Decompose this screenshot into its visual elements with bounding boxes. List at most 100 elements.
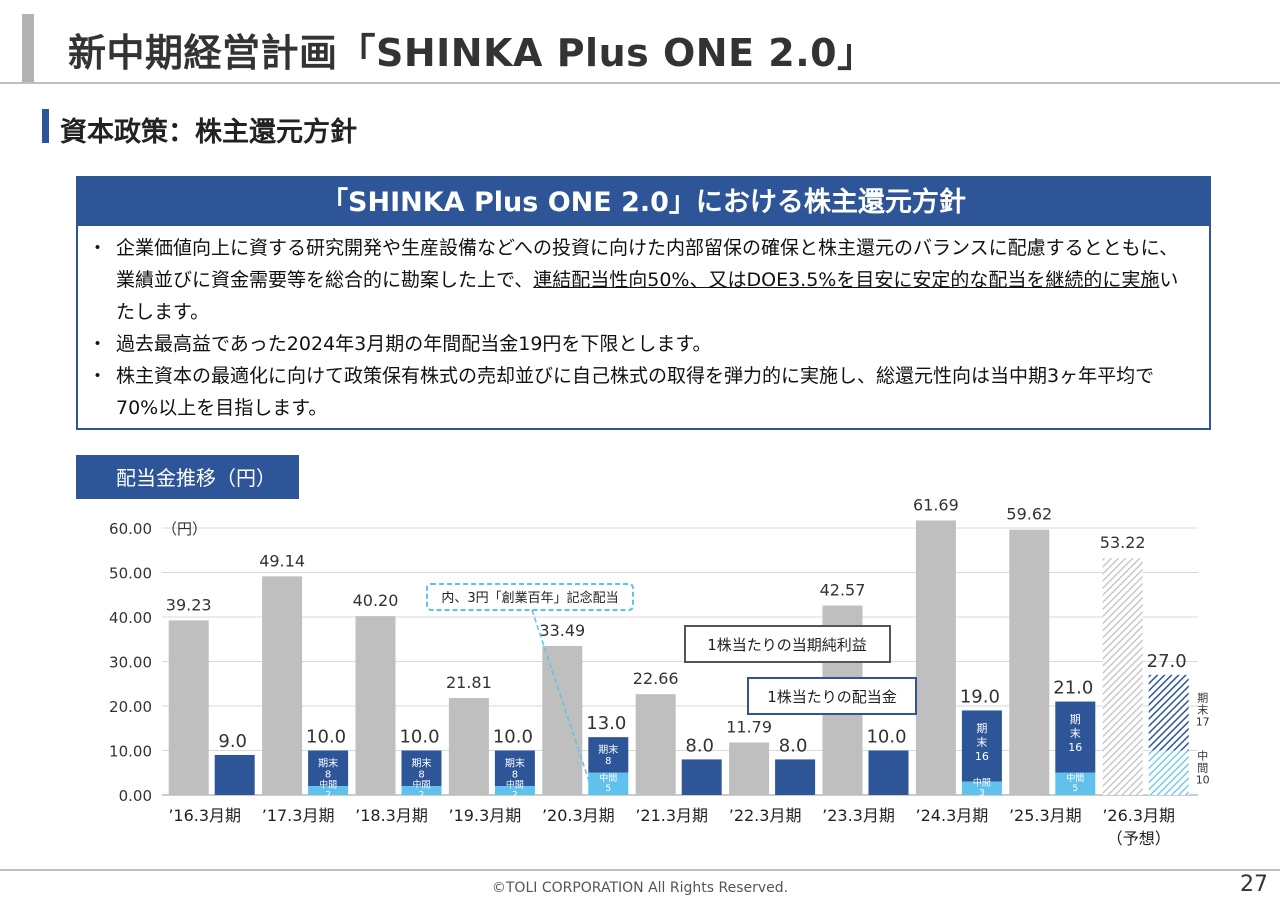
footer-divider	[0, 869, 1280, 871]
dps-yearend-label-8-line-2: 16	[975, 750, 989, 763]
dps-label-4: 13.0	[586, 713, 626, 734]
dps-interim-label-3-line-0: 中間	[506, 779, 524, 791]
forecast-yearend-label-line-2: 17	[1196, 716, 1210, 729]
x-tick-4: ’20.3月期	[542, 806, 615, 825]
eps-label-9: 59.62	[1006, 505, 1052, 524]
dps-callout-box	[747, 677, 917, 715]
commemorative-callout-box	[426, 583, 634, 611]
y-tick-3: 30.00	[109, 654, 152, 672]
policy-box: 「SHINKA Plus ONE 2.0」における株主還元方針 企業価値向上に資…	[76, 176, 1211, 430]
x-tick-3: ’19.3月期	[449, 806, 522, 825]
copyright: ©TOLI CORPORATION All Rights Reserved.	[491, 880, 789, 896]
dps-yearend-label-3-line-0: 期末	[505, 756, 525, 769]
dps-yearend-label-2-line-1: 8	[418, 769, 424, 780]
dps-yearend-label-3-line-1: 8	[512, 769, 518, 780]
dps-yearend-bar-4	[588, 737, 629, 773]
eps-label-7: 42.57	[820, 581, 866, 600]
dps-yearend-label-9-line-2: 16	[1068, 741, 1082, 754]
dps-interim-label-3-line-1: 2	[512, 791, 518, 801]
chart-bars	[168, 520, 1189, 795]
dps-bar-5	[681, 759, 722, 795]
forecast-interim-label-line-1: 間	[1197, 761, 1208, 774]
x-tick-9: ’25.3月期	[1009, 806, 1082, 825]
eps-label-0: 39.23	[166, 595, 212, 614]
forecast-interim-label-line-0: 中	[1197, 749, 1208, 762]
chart-tab-label: 配当金推移（円）	[76, 455, 299, 499]
dps-yearend-label-8-line-0: 期	[976, 722, 987, 735]
eps-bar-0	[168, 620, 209, 795]
dps-interim-label-4-line-0: 中間	[599, 772, 617, 784]
forecast-yearend-label-line-1: 末	[1197, 703, 1208, 717]
title-divider	[0, 82, 1280, 84]
eps-label-1: 49.14	[259, 551, 305, 570]
commemorative-callout-label: 内、3円「創業百年」記念配当	[441, 590, 618, 606]
dps-label-3: 10.0	[493, 727, 533, 748]
policy-bullet-2: 過去最高益であった2024年3月期の年間配当金19円を下限とします。	[88, 328, 1195, 360]
forecast-interim-label-line-2: 10	[1196, 773, 1210, 786]
eps-label-4: 33.49	[539, 621, 585, 640]
dps-yearend-label-9-line-1: 末	[1070, 726, 1081, 740]
eps-bar-8	[915, 520, 956, 795]
dps-interim-label-2-line-1: 2	[419, 791, 425, 801]
dps-yearend-bar-10	[1148, 674, 1189, 751]
eps-bar-6	[729, 742, 770, 795]
dps-interim-label-1-line-1: 2	[325, 791, 331, 801]
dps-interim-label-9-line-1: 5	[1072, 784, 1078, 794]
eps-bar-9	[1009, 529, 1050, 795]
y-tick-5: 50.00	[109, 565, 152, 583]
eps-bar-10	[1102, 558, 1143, 795]
dps-interim-label-8-line-0: 中間	[973, 776, 991, 788]
y-unit-label: （円）	[162, 520, 207, 538]
dps-interim-bar-4	[588, 772, 629, 795]
forecast-note: （予想）	[1107, 829, 1171, 848]
dps-bar-0	[214, 754, 255, 795]
x-tick-10: ’26.3月期	[1102, 806, 1175, 825]
dps-label-6: 8.0	[779, 735, 808, 756]
policy-bullet-1-end: いたします。	[116, 269, 1179, 323]
x-tick-0: ’16.3月期	[168, 806, 241, 825]
eps-bar-3	[448, 697, 489, 795]
dps-interim-label-1-line-0: 中間	[319, 779, 337, 791]
eps-bar-5	[635, 694, 676, 795]
dps-yearend-bar-2	[401, 750, 442, 787]
dps-label-7: 10.0	[866, 727, 906, 748]
policy-list: 企業価値向上に資する研究開発や生産設備などへの投資に向けた内部留保の確保と株主還…	[78, 226, 1209, 424]
dps-label-8: 19.0	[960, 686, 1000, 707]
dps-label-9: 21.0	[1053, 678, 1093, 699]
dps-label-5: 8.0	[685, 735, 714, 756]
y-tick-6: 60.00	[109, 520, 152, 538]
dps-interim-label-4-line-1: 5	[605, 784, 611, 794]
x-tick-5: ’21.3月期	[635, 806, 708, 825]
section-accent-bar	[42, 109, 49, 143]
dps-interim-label-8-line-1: 3	[979, 788, 985, 798]
dps-yearend-label-1-line-0: 期末	[318, 756, 338, 769]
title-accent-bar	[22, 14, 34, 82]
dps-yearend-label-8-line-1: 末	[976, 735, 987, 749]
section-title: 資本政策：株主還元方針	[60, 117, 357, 148]
eps-label-6: 11.79	[726, 718, 772, 737]
dps-interim-bar-3	[494, 786, 535, 795]
dps-yearend-label-2-line-0: 期末	[412, 756, 432, 769]
dps-interim-label-2-line-0: 中間	[412, 779, 430, 791]
x-tick-7: ’23.3月期	[822, 806, 895, 825]
dps-yearend-bar-9	[1055, 701, 1096, 773]
dps-interim-bar-8	[961, 781, 1002, 795]
chart-annotations: 1株当たりの当期純利益 1株当たりの配当金 内、3円「創業百年」記念配当	[426, 583, 917, 792]
dps-yearend-bar-3	[494, 750, 535, 787]
forecast-yearend-label-line-0: 期	[1197, 692, 1208, 705]
dps-label-2: 10.0	[399, 727, 439, 748]
eps-label-2: 40.20	[353, 591, 399, 610]
dps-yearend-bar-1	[308, 750, 349, 787]
dps-yearend-label-1-line-1: 8	[325, 769, 331, 780]
dps-yearend-label-4-line-0: 期末	[598, 743, 618, 756]
eps-bar-4	[542, 645, 583, 795]
dps-yearend-label-4-line-1: 8	[605, 756, 611, 767]
eps-label-8: 61.69	[913, 495, 959, 514]
x-tick-6: ’22.3月期	[729, 806, 802, 825]
eps-callout-label: 1株当たりの当期純利益	[707, 636, 867, 654]
dps-interim-bar-1	[308, 786, 349, 795]
y-tick-2: 20.00	[109, 698, 152, 716]
x-tick-2: ’18.3月期	[355, 806, 428, 825]
dps-interim-bar-2	[401, 786, 442, 795]
eps-bar-1	[262, 576, 303, 795]
